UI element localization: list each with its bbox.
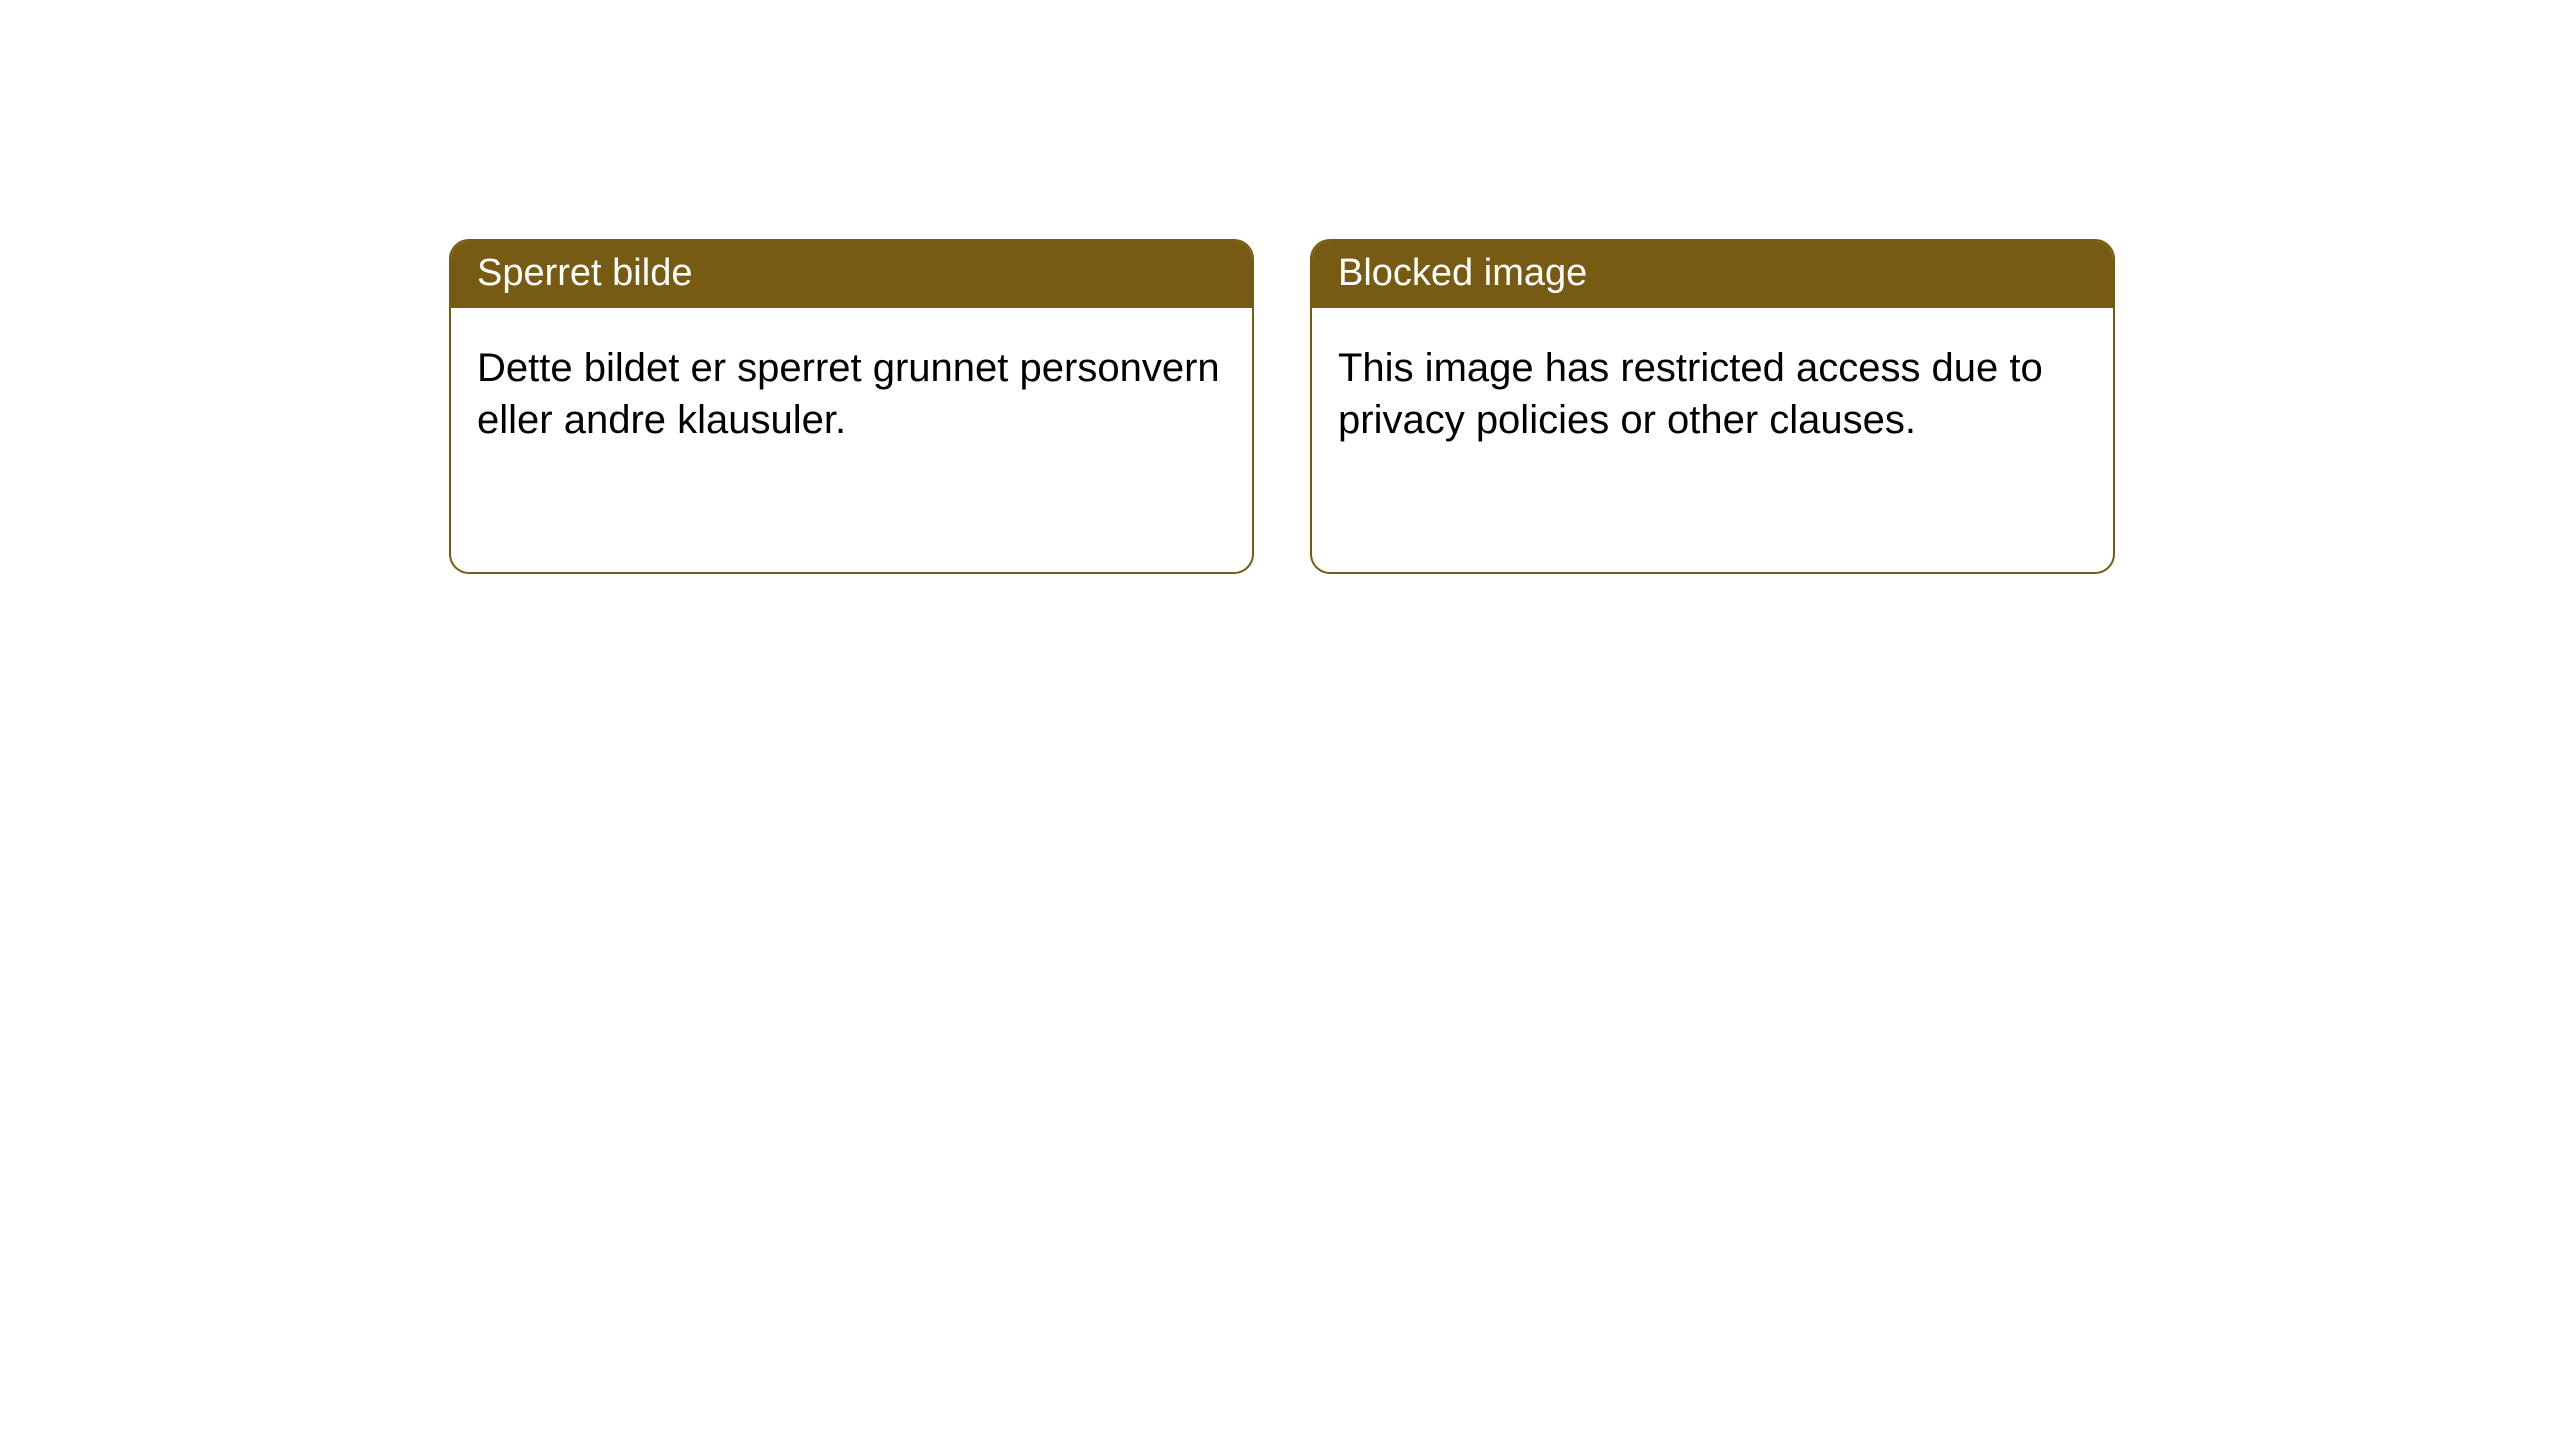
notice-card-norwegian: Sperret bilde Dette bildet er sperret gr… <box>449 239 1254 574</box>
card-title: Sperret bilde <box>477 252 692 294</box>
card-header: Sperret bilde <box>451 241 1252 308</box>
card-body: This image has restricted access due to … <box>1312 308 2113 480</box>
notice-cards-container: Sperret bilde Dette bildet er sperret gr… <box>0 0 2560 574</box>
card-body: Dette bildet er sperret grunnet personve… <box>451 308 1252 480</box>
card-body-text: This image has restricted access due to … <box>1338 346 2043 442</box>
card-body-text: Dette bildet er sperret grunnet personve… <box>477 346 1220 442</box>
card-title: Blocked image <box>1338 252 1587 294</box>
card-header: Blocked image <box>1312 241 2113 308</box>
notice-card-english: Blocked image This image has restricted … <box>1310 239 2115 574</box>
